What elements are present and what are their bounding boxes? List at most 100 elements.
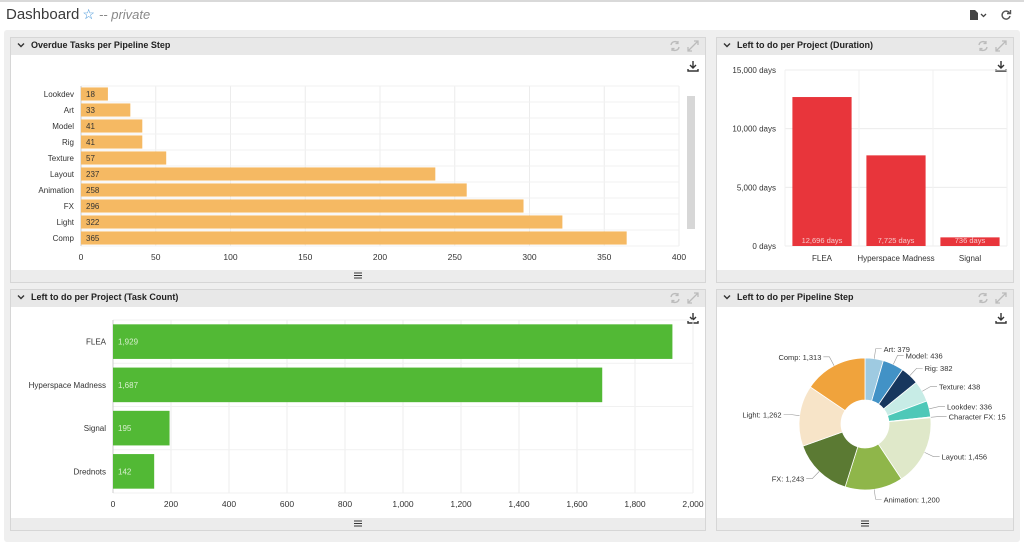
document-icon [970, 10, 987, 20]
taskcount-panel: Left to do per Project (Task Count) 0 200… [10, 289, 706, 531]
y-tick-label: 0 days [752, 242, 776, 251]
data-label: 1,929 [118, 338, 139, 347]
expand-icon[interactable] [995, 292, 1007, 304]
refresh-button[interactable] [1000, 8, 1012, 26]
slice-label: Lookdev: 336 [947, 403, 992, 412]
category-label: Comp [53, 234, 75, 243]
data-label: 33 [86, 106, 95, 115]
panel-header: Left to do per Pipeline Step [717, 290, 1013, 307]
y-tick-label: 10,000 days [732, 125, 776, 134]
data-label: 296 [86, 202, 100, 211]
x-tick-label: 1,200 [450, 499, 472, 509]
bar [113, 367, 603, 403]
x-tick-label: 0 [79, 252, 84, 262]
x-tick-label: 200 [373, 252, 387, 262]
pipeline-panel: Left to do per Pipeline Step Art: 379 Mod… [716, 289, 1014, 531]
data-label: 57 [86, 154, 95, 163]
label-leader [806, 471, 820, 479]
label-leader [893, 355, 904, 365]
chevron-down-icon[interactable] [17, 293, 25, 301]
panel-footer [11, 270, 705, 282]
category-label: Signal [84, 424, 106, 433]
duration-chart: 0 days 5,000 days 10,000 days 15,000 days 12… [732, 66, 1008, 263]
visibility-label: -- private [98, 7, 151, 22]
label-leader [929, 406, 945, 410]
label-leader [873, 489, 882, 500]
x-tick-label: 1,000 [392, 499, 414, 509]
category-label: FLEA [812, 254, 833, 263]
slice-label: Character FX: 15 [949, 412, 1006, 421]
data-label: 322 [86, 218, 100, 227]
category-label: Lookdev [44, 90, 74, 99]
data-label: 41 [86, 138, 95, 147]
data-label: 195 [118, 424, 132, 433]
document-menu-button[interactable] [968, 8, 988, 26]
bar [866, 155, 926, 246]
category-label: Model [52, 122, 74, 131]
category-label: FLEA [86, 338, 107, 347]
label-leader [823, 356, 835, 366]
slice-label: FX: 1,243 [772, 475, 805, 484]
x-tick-label: 2,000 [682, 499, 704, 509]
bar [113, 410, 170, 446]
data-label: 365 [86, 234, 100, 243]
download-icon[interactable] [687, 60, 699, 72]
expand-icon[interactable] [995, 40, 1007, 52]
category-label: Drednots [74, 467, 106, 476]
label-leader [909, 367, 923, 376]
download-icon[interactable] [995, 312, 1007, 324]
category-label: Rig [62, 138, 74, 147]
refresh-icon[interactable] [977, 40, 989, 52]
x-tick-label: 150 [298, 252, 312, 262]
slice-label: Comp: 1,313 [778, 353, 821, 362]
data-label: 7,725 days [878, 236, 915, 245]
bar [81, 135, 143, 149]
dashboard-title: Dashboard [6, 6, 80, 23]
label-leader [873, 348, 882, 359]
category-label: Hyperspace Madness [857, 254, 934, 263]
panel-title: Left to do per Project (Task Count) [31, 292, 179, 302]
data-label: 736 days [955, 236, 986, 245]
x-tick-label: 1,600 [566, 499, 588, 509]
category-label: Hyperspace Madness [29, 381, 106, 390]
slice-label: Light: 1,262 [742, 410, 781, 419]
data-label: 1,687 [118, 381, 139, 390]
panel-title: Left to do per Pipeline Step [737, 292, 854, 302]
refresh-icon[interactable] [669, 40, 681, 52]
x-tick-label: 800 [338, 499, 352, 509]
data-label: 258 [86, 186, 100, 195]
bar [81, 215, 563, 229]
panel-title: Overdue Tasks per Pipeline Step [31, 40, 171, 50]
slice-label: Animation: 1,200 [884, 495, 940, 504]
refresh-icon [1001, 10, 1012, 20]
slice-label: Texture: 438 [939, 382, 980, 391]
x-tick-label: 0 [111, 499, 116, 509]
chevron-down-icon[interactable] [723, 41, 731, 49]
taskcount-chart: 0 200 400 600 800 1,000 1,200 1,400 1,600 1,800 2,… [29, 319, 704, 509]
refresh-icon[interactable] [977, 292, 989, 304]
refresh-icon[interactable] [669, 292, 681, 304]
x-tick-label: 300 [522, 252, 536, 262]
category-label: Texture [48, 154, 75, 163]
chevron-down-icon[interactable] [723, 293, 731, 301]
resize-handle-icon[interactable] [861, 520, 869, 527]
data-label: 12,696 days [802, 236, 843, 245]
resize-handle-icon[interactable] [354, 520, 362, 527]
chevron-down-icon[interactable] [17, 41, 25, 49]
x-tick-label: 250 [448, 252, 462, 262]
expand-icon[interactable] [687, 40, 699, 52]
category-label: Signal [959, 254, 981, 263]
panel-header: Left to do per Project (Duration) [717, 38, 1013, 55]
x-tick-label: 400 [672, 252, 686, 262]
star-icon[interactable]: ☆ [82, 6, 95, 22]
x-tick-label: 350 [597, 252, 611, 262]
category-label: Art [64, 106, 75, 115]
x-tick-label: 600 [280, 499, 294, 509]
category-label: FX [64, 202, 75, 211]
scrollbar[interactable] [687, 96, 695, 229]
label-leader [924, 452, 940, 458]
resize-handle-icon[interactable] [354, 272, 362, 279]
bar [113, 324, 673, 359]
expand-icon[interactable] [687, 292, 699, 304]
